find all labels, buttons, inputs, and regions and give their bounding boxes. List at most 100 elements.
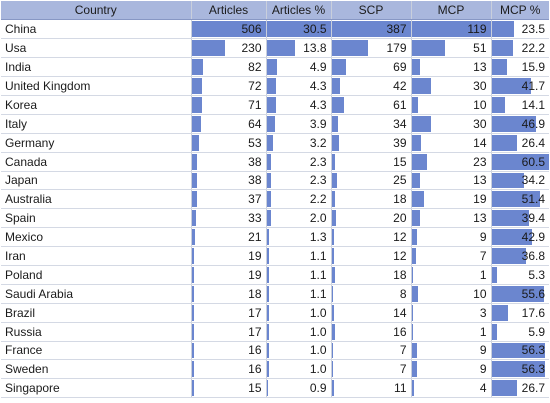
scp-cell: 69 xyxy=(330,57,411,78)
articles-pct-cell: 0.9 xyxy=(265,378,331,399)
cell-value: 23.5 xyxy=(521,22,545,37)
mcp-pct-cell: 39.4 xyxy=(490,208,549,229)
cell-value: 1.1 xyxy=(309,249,327,264)
data-bar xyxy=(267,59,277,76)
mcp-cell: 23 xyxy=(410,152,491,172)
data-bar xyxy=(492,380,517,397)
cell-value: 1.0 xyxy=(309,362,327,377)
data-bar xyxy=(267,342,269,359)
table-row: Sweden 16 1.0 7 9 56.3 xyxy=(1,359,549,380)
data-bar xyxy=(332,191,336,208)
data-bar xyxy=(492,342,545,359)
data-bar xyxy=(492,304,509,321)
articles-cell: 38 xyxy=(190,152,266,172)
cell-value: 2.3 xyxy=(309,173,327,188)
cell-value: 55.6 xyxy=(521,286,545,301)
country-cell: Canada xyxy=(1,152,191,172)
cell-value: 17 xyxy=(248,324,262,339)
data-bar xyxy=(192,229,195,246)
cell-value: 5.3 xyxy=(528,267,545,282)
country-cell: India xyxy=(1,57,191,78)
articles-cell: 17 xyxy=(190,303,266,323)
cell-value: 72 xyxy=(248,79,262,93)
mcp-cell: 19 xyxy=(410,189,491,210)
data-bar xyxy=(192,342,194,359)
scp-cell: 8 xyxy=(330,284,411,304)
cell-value: 5.9 xyxy=(528,324,545,339)
mcp-pct-cell: 55.6 xyxy=(490,284,549,304)
column-header-mcp: MCP xyxy=(410,1,491,21)
data-bar xyxy=(267,40,296,57)
cell-value: 41.7 xyxy=(521,79,545,93)
country-cell: Korea xyxy=(1,95,191,115)
data-bar xyxy=(267,285,269,302)
mcp-pct-cell: 51.4 xyxy=(490,189,549,210)
cell-value: 1.1 xyxy=(309,286,327,301)
cell-value: 30 xyxy=(473,79,487,93)
data-bar xyxy=(267,210,271,227)
scp-cell: 42 xyxy=(330,76,411,96)
cell-value: 9 xyxy=(479,362,487,377)
table-body: China 506 30.5 387 119 23.5 Usa 230 13.8 179 51 22.… xyxy=(1,19,549,399)
articles-pct-cell: 1.0 xyxy=(265,303,331,323)
articles-pct-cell: 1.0 xyxy=(265,341,331,361)
cell-value: 15.9 xyxy=(521,60,545,75)
data-bar xyxy=(412,248,417,264)
articles-pct-cell: 1.0 xyxy=(265,359,331,380)
mcp-cell: 9 xyxy=(410,359,491,380)
cell-value: 10 xyxy=(473,286,487,301)
data-bar xyxy=(332,342,333,359)
cell-value: 34.2 xyxy=(521,173,545,188)
mcp-cell: 14 xyxy=(410,133,491,153)
data-bar xyxy=(192,304,194,321)
data-bar xyxy=(332,40,369,57)
mcp-pct-cell: 46.9 xyxy=(490,114,549,134)
data-bar xyxy=(332,229,334,246)
data-bar xyxy=(412,380,415,397)
cell-value: 1 xyxy=(479,324,487,339)
mcp-pct-cell: 5.3 xyxy=(490,265,549,285)
country-cell: Italy xyxy=(1,114,191,134)
mcp-cell: 30 xyxy=(410,114,491,134)
scp-cell: 387 xyxy=(330,19,411,40)
data-bar xyxy=(192,134,200,151)
scp-cell: 7 xyxy=(330,341,411,361)
data-bar xyxy=(332,248,334,264)
articles-cell: 19 xyxy=(190,265,266,285)
data-bar xyxy=(332,361,333,378)
cell-value: 387 xyxy=(386,22,407,37)
table-row: India 82 4.9 69 13 15.9 xyxy=(1,57,549,78)
scp-cell: 20 xyxy=(330,208,411,229)
cell-value: 7 xyxy=(479,249,487,264)
cell-value: 39.4 xyxy=(521,211,545,226)
articles-cell: 53 xyxy=(190,133,266,153)
articles-pct-cell: 30.5 xyxy=(265,19,331,40)
cell-value: 26.7 xyxy=(521,381,545,396)
country-cell: Mexico xyxy=(1,227,191,248)
cell-value: 2.0 xyxy=(309,211,327,226)
table-row: Usa 230 13.8 179 51 22.2 xyxy=(1,38,549,59)
cell-value: 10 xyxy=(473,97,487,112)
articles-pct-cell: 4.9 xyxy=(265,57,331,78)
data-bar xyxy=(412,323,413,340)
cell-value: 21 xyxy=(248,230,262,245)
articles-cell: 71 xyxy=(190,95,266,115)
data-bar xyxy=(192,40,226,57)
cell-value: 9 xyxy=(479,230,487,245)
mcp-pct-cell: 23.5 xyxy=(490,19,549,40)
data-bar xyxy=(192,210,197,227)
cell-value: 17 xyxy=(248,305,262,320)
data-bar xyxy=(332,266,336,283)
scp-cell: 179 xyxy=(330,38,411,59)
mcp-cell: 10 xyxy=(410,95,491,115)
data-bar xyxy=(192,266,195,283)
mcp-cell: 3 xyxy=(410,303,491,323)
data-bar xyxy=(412,304,414,321)
cell-value: 18 xyxy=(393,267,407,282)
cell-value: 13.8 xyxy=(303,41,327,56)
articles-cell: 72 xyxy=(190,76,266,96)
cell-value: 14 xyxy=(473,135,487,150)
table-row: Poland 19 1.1 18 1 5.3 xyxy=(1,265,549,285)
mcp-pct-cell: 15.9 xyxy=(490,57,549,78)
